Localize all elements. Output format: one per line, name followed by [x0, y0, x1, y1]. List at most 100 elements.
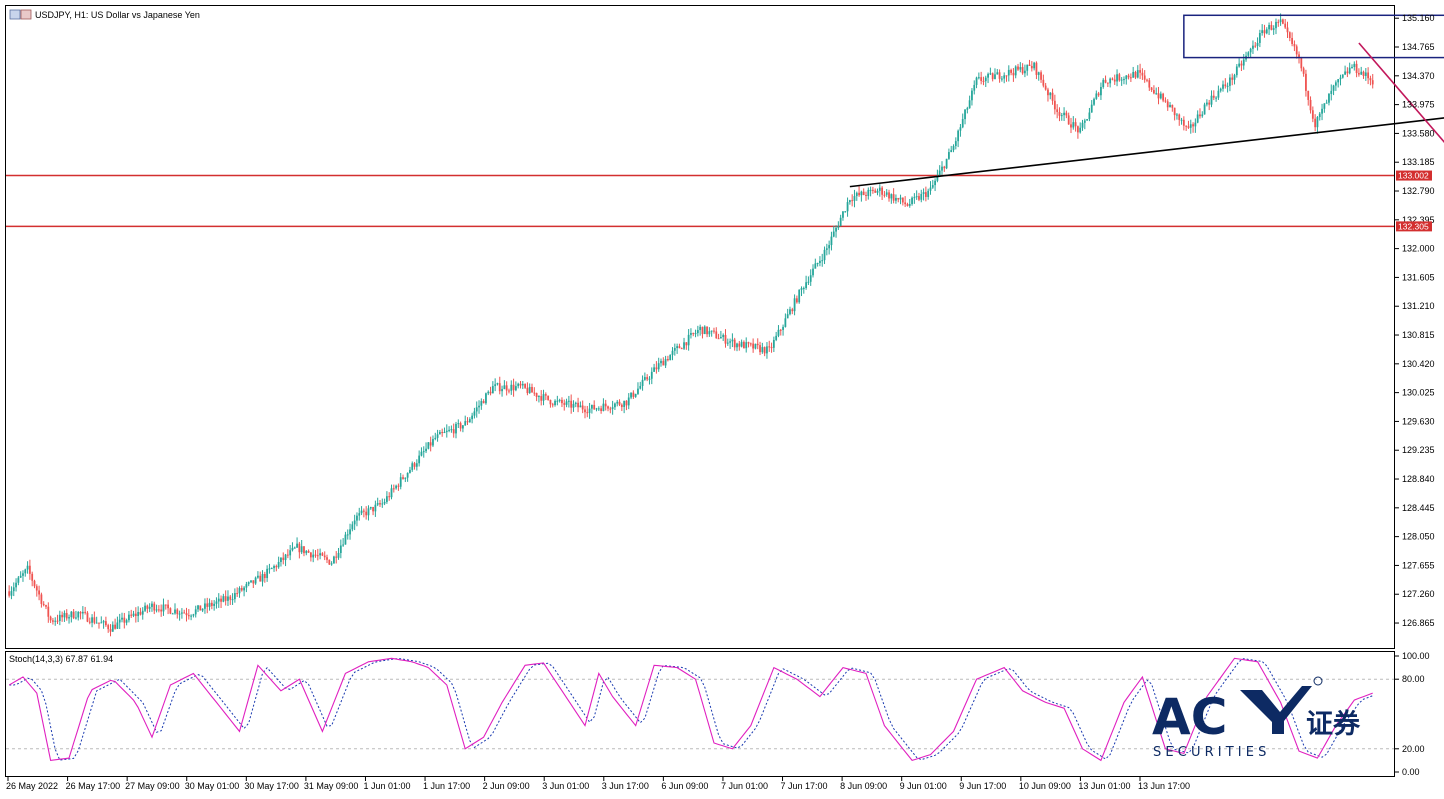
logo-sub-text: S E C U R I T I E S	[1153, 745, 1266, 760]
candle-body	[337, 553, 340, 558]
candle-body	[1053, 100, 1056, 110]
candle-body	[298, 543, 301, 553]
candle-body	[519, 383, 522, 386]
candle-body	[814, 263, 817, 269]
candle-body	[862, 191, 865, 195]
candle-body	[356, 515, 358, 521]
candle-body	[17, 577, 20, 583]
candle-body	[1012, 72, 1015, 76]
candle-body	[111, 624, 114, 632]
candle-body	[1272, 28, 1275, 30]
candle-body	[835, 227, 837, 232]
candle-body	[1341, 74, 1344, 78]
candle-body	[1180, 119, 1183, 121]
candle-body	[510, 384, 513, 391]
candle-body	[913, 197, 916, 199]
candle-body	[247, 582, 250, 585]
candle-body	[501, 389, 503, 392]
candle-body	[164, 604, 167, 606]
candle-body	[855, 192, 858, 197]
price-tick-label: 129.630	[1402, 416, 1435, 426]
candle-body	[991, 73, 994, 80]
candle-body	[434, 437, 437, 440]
candle-body	[385, 496, 388, 502]
candle-body	[1330, 90, 1333, 94]
candle-body	[243, 587, 245, 591]
candle-body	[402, 477, 404, 479]
candle-body	[10, 591, 13, 596]
candle-body	[1199, 114, 1201, 117]
candle-body	[365, 511, 368, 516]
candle-body	[620, 404, 623, 407]
candle-body	[904, 202, 907, 205]
candle-body	[181, 612, 183, 614]
price-tick-label: 135.160	[1402, 13, 1435, 23]
candle-body	[174, 609, 176, 614]
candle-body	[908, 203, 911, 206]
candle-body	[75, 617, 77, 619]
candle-body	[897, 197, 900, 200]
candle-body	[443, 432, 446, 434]
candle-body	[618, 401, 621, 405]
candle-body	[162, 604, 165, 612]
candle-body	[316, 555, 319, 557]
candle-body	[973, 84, 976, 91]
candle-body	[1316, 117, 1319, 128]
candle-body	[1030, 65, 1033, 69]
candle-body	[625, 400, 628, 406]
candle-body	[842, 211, 844, 218]
candle-body	[531, 386, 533, 393]
level-tag-label: 132.305	[1398, 221, 1429, 231]
candle-body	[1166, 101, 1169, 108]
candle-body	[1044, 85, 1047, 90]
candle-body	[853, 196, 856, 201]
candle-body	[498, 383, 501, 392]
candle-body	[950, 150, 953, 153]
candle-body	[455, 423, 457, 434]
candle-body	[240, 588, 243, 591]
candle-body	[399, 477, 402, 487]
time-axis: 26 May 2022 26 May 17:00 27 May 09:00 30 Ma…	[6, 777, 1190, 791]
candle-body	[731, 339, 734, 342]
candle-body	[561, 399, 563, 404]
candle-body	[210, 602, 213, 606]
candle-body	[415, 463, 418, 467]
candle-body	[420, 451, 423, 456]
candle-body	[144, 605, 146, 611]
candle-body	[715, 331, 718, 339]
chart-title: USDJPY, H1: US Dollar vs Japanese Yen	[9, 9, 200, 20]
candle-body	[1058, 112, 1061, 116]
candle-body	[1231, 77, 1234, 80]
candle-body	[544, 394, 547, 396]
candle-body	[602, 403, 605, 412]
candle-body	[1088, 112, 1091, 120]
candle-body	[996, 72, 999, 75]
candle-body	[289, 550, 292, 556]
candle-body	[637, 388, 639, 394]
candle-body	[1017, 66, 1019, 70]
candle-body	[252, 580, 255, 584]
candle-body	[1056, 109, 1059, 113]
candle-body	[554, 400, 556, 406]
candle-body	[1247, 52, 1250, 56]
candle-body	[1047, 89, 1049, 96]
candle-body	[1238, 63, 1241, 67]
candle-body	[284, 554, 287, 561]
candles	[8, 13, 1374, 637]
time-tick-label: 30 May 01:00	[185, 781, 240, 791]
candle-body	[358, 513, 361, 516]
candle-body	[648, 378, 651, 380]
candle-body	[579, 405, 582, 408]
candle-body	[1360, 71, 1363, 75]
candle-body	[763, 347, 766, 354]
candle-body	[326, 557, 328, 560]
candle-body	[114, 624, 117, 629]
horizontal-levels	[6, 174, 1394, 228]
candle-body	[1318, 113, 1321, 118]
candle-body	[459, 423, 462, 429]
candle-body	[157, 609, 160, 611]
candle-body	[482, 401, 485, 404]
candle-body	[72, 611, 75, 619]
candle-body	[526, 387, 529, 394]
